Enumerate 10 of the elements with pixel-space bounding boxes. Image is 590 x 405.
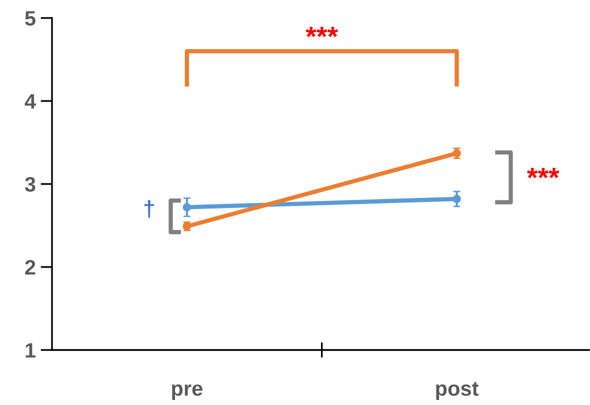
annotation: †: [144, 200, 154, 218]
y-tick-label: 1: [26, 343, 36, 358]
y-tick-label: 5: [25, 11, 36, 26]
x-tick-label: post: [436, 382, 479, 400]
y-tick-label: 2: [25, 260, 36, 275]
x-tick-label: pre: [172, 384, 202, 400]
annotation: ***: [306, 26, 338, 38]
y-tick-label: 4: [24, 94, 36, 109]
y-tick-label: 3: [24, 177, 36, 192]
annotation: ***: [526, 168, 560, 178]
